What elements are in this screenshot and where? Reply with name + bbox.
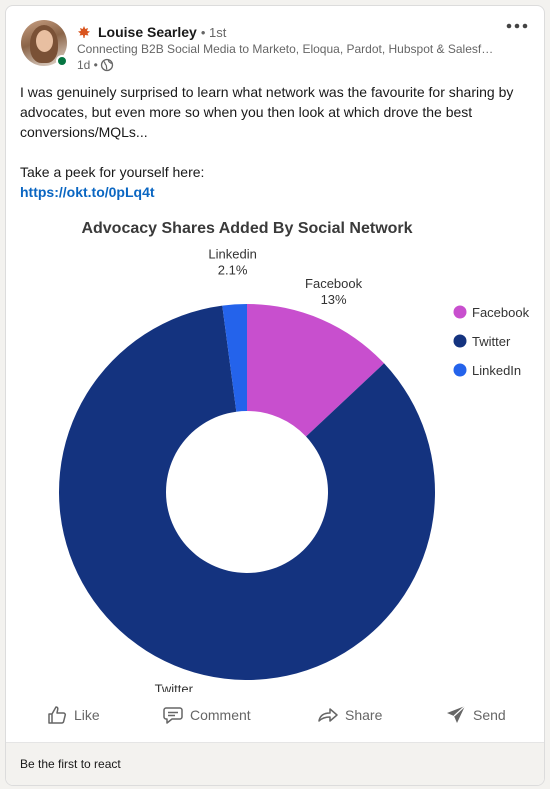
donut-slice-linkedin[interactable] — [222, 304, 247, 412]
more-dots-icon — [506, 23, 528, 29]
slice-value-linkedin: 2.1% — [218, 262, 248, 277]
slice-label-facebook: Facebook — [305, 276, 363, 291]
legend-label-twitter: Twitter — [472, 334, 511, 349]
author-name[interactable]: Louise Searley — [98, 24, 197, 40]
comment-label: Comment — [190, 707, 251, 723]
online-status-indicator — [56, 55, 68, 67]
send-label: Send — [473, 707, 506, 723]
author-name-row: Louise Searley • 1st — [77, 23, 226, 41]
legend-swatch-facebook — [453, 305, 467, 319]
legend-label-linkedin: LinkedIn — [472, 363, 521, 378]
chart-title: Advocacy Shares Added By Social Network — [81, 220, 412, 237]
post-body-paragraph-2: Take a peek for yourself here: — [20, 164, 205, 180]
reactions-text: Be the first to react — [20, 757, 121, 771]
post-body: I was genuinely surprised to learn what … — [20, 82, 525, 202]
more-options-button[interactable] — [504, 16, 530, 36]
legend-label-facebook: Facebook — [472, 305, 530, 320]
slice-label-linkedin: Linkedin — [208, 246, 256, 261]
avatar-face — [36, 30, 53, 52]
author-headline: Connecting B2B Social Media to Marketo, … — [77, 42, 497, 56]
comment-button[interactable]: Comment — [162, 698, 251, 732]
post-card: Louise Searley • 1st Connecting B2B Soci… — [5, 5, 545, 786]
donut-slice-facebook[interactable] — [247, 304, 385, 437]
post-body-paragraph-1: I was genuinely surprised to learn what … — [20, 84, 514, 140]
like-label: Like — [74, 707, 100, 723]
post-actions: Like Comment Share Send — [6, 698, 544, 732]
like-button[interactable]: Like — [46, 698, 100, 732]
legend-swatch-linkedin — [453, 363, 467, 377]
slice-label-twitter: Twitter — [155, 681, 194, 692]
post-meta: 1d • — [77, 57, 114, 72]
paper-plane-icon — [447, 705, 466, 723]
globe-icon — [100, 58, 114, 71]
share-label: Share — [345, 707, 383, 723]
connection-degree: • 1st — [200, 24, 227, 40]
comment-icon — [163, 707, 183, 724]
post-time: 1d • — [77, 57, 98, 72]
donut-chart[interactable]: Advocacy Shares Added By Social Network … — [6, 202, 545, 692]
legend-swatch-twitter — [453, 334, 467, 348]
share-button[interactable]: Share — [317, 698, 382, 732]
post-link[interactable]: https://okt.to/0pLq4t — [20, 184, 155, 200]
share-arrow-icon — [318, 708, 338, 722]
author-avatar[interactable] — [21, 20, 67, 66]
donut-slice-twitter[interactable] — [58, 305, 435, 680]
reactions-bar: Be the first to react — [6, 742, 544, 785]
thumbs-up-icon — [48, 706, 67, 724]
slice-value-facebook: 13% — [321, 292, 347, 307]
maple-leaf-icon — [78, 26, 90, 38]
send-button[interactable]: Send — [445, 698, 506, 732]
